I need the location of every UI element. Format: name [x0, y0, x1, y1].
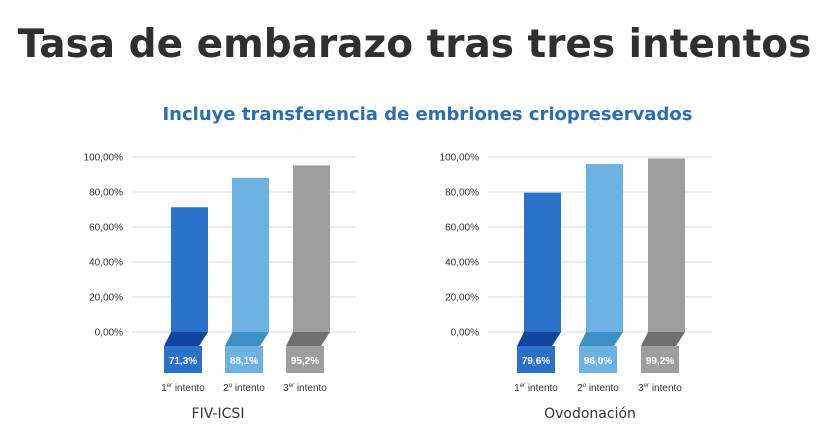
value-box	[164, 346, 202, 373]
value-box	[225, 346, 263, 373]
bar	[648, 158, 685, 332]
y-tick-label: 0,00%	[95, 328, 123, 339]
bar-base	[225, 332, 269, 346]
value-box	[641, 346, 679, 373]
value-box	[579, 346, 617, 373]
bar	[293, 165, 330, 332]
bar	[232, 177, 269, 332]
category-label: 1er intento	[514, 383, 558, 394]
bar	[524, 192, 561, 332]
value-label: 99,2%	[646, 356, 674, 367]
value-label: 71,3%	[169, 356, 197, 367]
category-label: 1er intento	[161, 383, 205, 394]
bar-base	[579, 332, 623, 346]
chart-subtitle: Incluye transferencia de embriones criop…	[162, 104, 693, 125]
value-label: 79,6%	[522, 356, 550, 367]
y-tick-label: 20,00%	[89, 293, 123, 304]
chart-title: FIV-ICSI	[192, 406, 245, 422]
y-tick-label: 100,00%	[84, 153, 124, 164]
y-tick-label: 20,00%	[445, 293, 479, 304]
y-tick-label: 60,00%	[89, 223, 123, 234]
category-label: 2o intento	[223, 383, 265, 394]
value-box	[286, 346, 324, 373]
category-label: 2o intento	[577, 383, 619, 394]
y-tick-label: 0,00%	[451, 328, 479, 339]
y-tick-label: 80,00%	[445, 188, 479, 199]
value-label: 96,0%	[584, 356, 612, 367]
bar	[171, 207, 208, 332]
y-tick-label: 40,00%	[89, 258, 123, 269]
bar-base	[641, 332, 685, 346]
y-tick-label: 40,00%	[445, 258, 479, 269]
value-label: 95,2%	[291, 356, 319, 367]
category-label: 3er intento	[283, 383, 327, 394]
category-label: 3er intento	[638, 383, 682, 394]
bar-base	[517, 332, 561, 346]
value-box	[517, 346, 555, 373]
bar	[586, 164, 623, 332]
bar-base	[286, 332, 330, 346]
y-tick-label: 80,00%	[89, 188, 123, 199]
y-tick-label: 60,00%	[445, 223, 479, 234]
bar-base	[164, 332, 208, 346]
page-title: Tasa de embarazo tras tres intentos	[17, 22, 812, 67]
y-tick-label: 100,00%	[440, 153, 480, 164]
value-label: 88,1%	[230, 356, 258, 367]
chart-title: Ovodonación	[544, 406, 636, 422]
